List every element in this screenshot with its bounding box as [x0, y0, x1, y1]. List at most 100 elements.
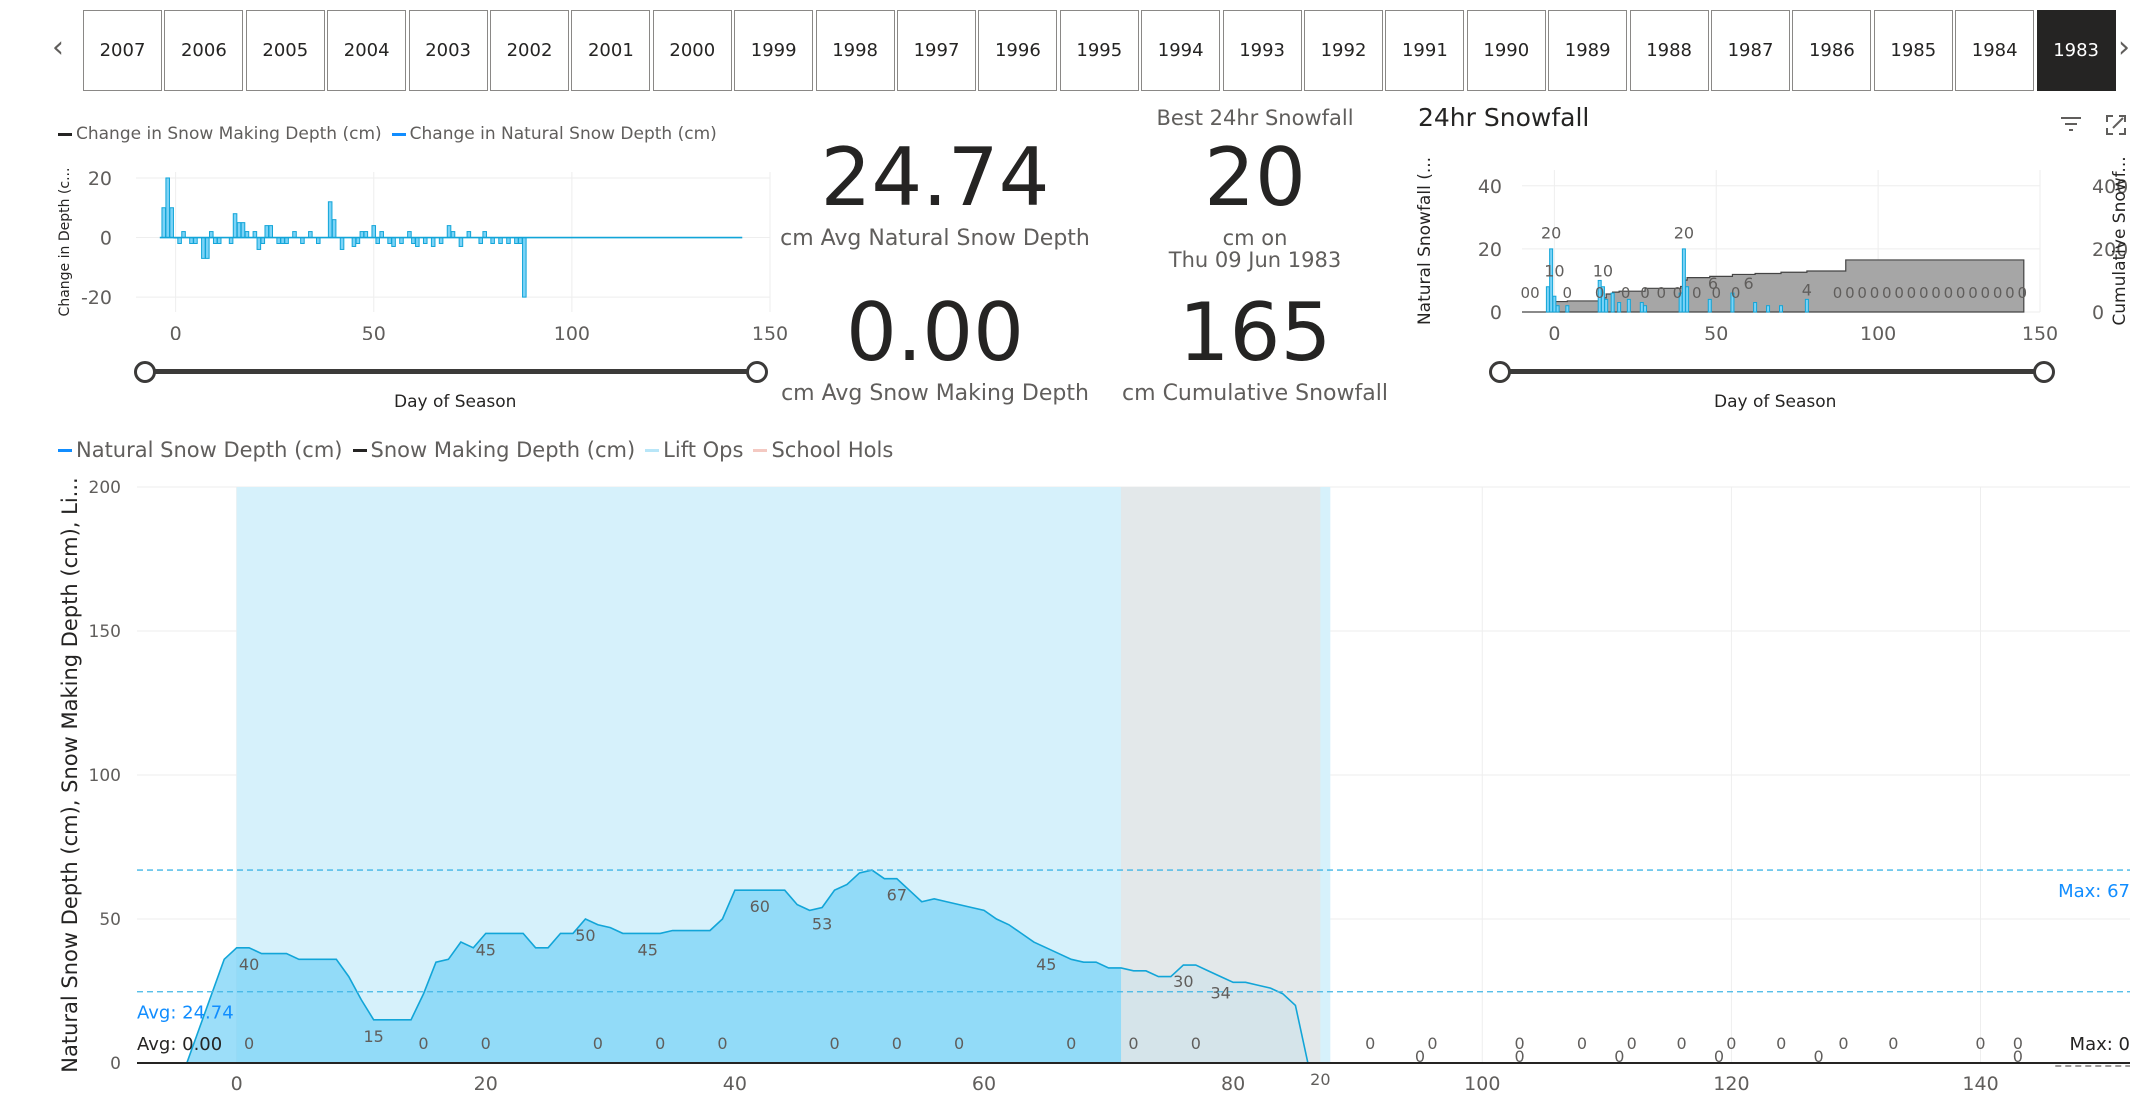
snowfall-day-slider-track — [1500, 369, 2044, 374]
snowfall-day-slider-start-handle[interactable] — [1489, 361, 1511, 383]
snowfall-bar — [1707, 298, 1712, 313]
data-label-zero: 0 — [593, 1034, 603, 1053]
legend-item-snowmaking-depth[interactable]: Snow Making Depth (cm) — [352, 438, 636, 462]
snowfall-zero-label: 0 — [1731, 284, 1741, 302]
snowfall-bar — [1552, 295, 1557, 313]
snowfall-bar — [1681, 248, 1686, 313]
snowfall-day-slider-end-handle[interactable] — [2033, 361, 2055, 383]
change-bar — [201, 237, 206, 259]
change-bar — [209, 231, 214, 239]
change-bar — [292, 231, 297, 239]
change-bar — [327, 201, 333, 239]
year-tile-1996[interactable]: 1996 — [978, 10, 1058, 91]
change-day-slider-start-handle[interactable] — [134, 361, 156, 383]
data-label: 15 — [363, 1027, 383, 1046]
data-label-zero: 0 — [655, 1034, 665, 1053]
change-bar — [331, 219, 337, 239]
data-label-zero: 0 — [1365, 1034, 1375, 1053]
best-24hr-title: Best 24hr Snowfall — [1156, 106, 1354, 130]
main-chart-ylabel: Natural Snow Depth (cm), Snow Making Dep… — [58, 477, 82, 1072]
data-label: 45 — [1036, 955, 1056, 974]
year-tile-1989[interactable]: 1989 — [1548, 10, 1628, 91]
chevron-right-icon[interactable]: › — [2118, 30, 2130, 65]
snowfall-bar — [1685, 286, 1690, 313]
year-tile-2005[interactable]: 2005 — [245, 10, 325, 91]
change-bar — [430, 237, 436, 247]
year-tile-1986[interactable]: 1986 — [1792, 10, 1872, 91]
year-tile-1990[interactable]: 1990 — [1466, 10, 1546, 91]
data-label: 45 — [638, 940, 658, 959]
year-tile-2004[interactable]: 2004 — [327, 10, 407, 91]
snowfall-peak-label: 10 — [1544, 261, 1564, 280]
change-bar — [490, 237, 495, 244]
legend-item-lift-ops[interactable]: Lift Ops — [645, 438, 743, 462]
year-tile-2001[interactable]: 2001 — [571, 10, 651, 91]
change-bar — [169, 207, 174, 239]
snowfall-peak-label: 4 — [1802, 280, 1812, 299]
x-tick-label: 40 — [723, 1073, 747, 1095]
x-tick-label: 80 — [1221, 1073, 1245, 1095]
data-label: 60 — [750, 897, 770, 916]
snowfall-bar — [1604, 298, 1609, 313]
change-bar — [161, 207, 167, 239]
chevron-left-icon[interactable]: ‹ — [52, 30, 64, 65]
year-tile-1995[interactable]: 1995 — [1059, 10, 1139, 91]
year-tile-2003[interactable]: 2003 — [408, 10, 488, 91]
y-tick-label: 150 — [89, 622, 121, 642]
expand-icon[interactable] — [2103, 112, 2129, 138]
x-tick-label: 60 — [972, 1073, 996, 1095]
year-tile-2000[interactable]: 2000 — [652, 10, 732, 91]
x-tick-label: 100 — [554, 323, 590, 340]
data-label: 50 — [575, 926, 595, 945]
legend-item-snowmaking-change[interactable]: Change in Snow Making Depth (cm) — [58, 124, 382, 144]
year-tile-2006[interactable]: 2006 — [164, 10, 244, 91]
avg-snowmaking-depth-label: cm Avg Snow Making Depth — [781, 381, 1089, 406]
legend-item-school-hols[interactable]: School Hols — [753, 438, 893, 462]
best-24hr-unit: cm on — [1222, 226, 1288, 250]
data-label-zero: 0 — [892, 1034, 902, 1053]
change-bar — [359, 231, 365, 239]
change-bar — [514, 237, 519, 244]
data-label-zero: 0 — [717, 1034, 727, 1053]
year-tile-1984[interactable]: 1984 — [1955, 10, 2035, 91]
avg-natural-depth-label: cm Avg Natural Snow Depth — [780, 226, 1090, 251]
data-label-zero: 0 — [829, 1034, 839, 1053]
change-bar — [280, 237, 285, 244]
year-tile-1988[interactable]: 1988 — [1629, 10, 1709, 91]
change-bar — [466, 231, 472, 239]
change-bar — [379, 231, 384, 239]
year-tile-1985[interactable]: 1985 — [1873, 10, 1953, 91]
year-tile-1997[interactable]: 1997 — [897, 10, 976, 91]
change-bar — [268, 225, 274, 239]
change-bar — [482, 231, 487, 239]
snowfall-zero-label: 0 — [1656, 284, 1666, 302]
year-tile-1998[interactable]: 1998 — [815, 10, 895, 91]
snowfall-zero-label: 0 — [1673, 284, 1683, 302]
year-tile-2007[interactable]: 2007 — [83, 10, 162, 91]
year-tile-1983[interactable]: 1983 — [2036, 10, 2116, 91]
x-tick-label: 120 — [1713, 1073, 1749, 1095]
year-tile-1994[interactable]: 1994 — [1141, 10, 1221, 91]
data-label-zero: 0 — [1515, 1034, 1525, 1053]
year-tile-1992[interactable]: 1992 — [1304, 10, 1383, 91]
year-tile-1987[interactable]: 1987 — [1711, 10, 1790, 91]
legend-item-natural-change[interactable]: Change in Natural Snow Depth (cm) — [391, 124, 717, 144]
snowfall-peak-label: 6 — [1708, 274, 1718, 293]
x-tick-label: 0 — [170, 323, 182, 340]
avg-snowmaking-label: Avg: 0.00 — [137, 1034, 222, 1055]
year-tile-1999[interactable]: 1999 — [734, 10, 814, 91]
max-snowmaking-label: Max: 0 — [2070, 1034, 2130, 1055]
snowfall-zero-labels: 0 0 0 0 0 0 0 0 0 0 0 0 0 0 0 0 — [1833, 284, 2027, 302]
year-tile-2002[interactable]: 2002 — [490, 10, 569, 91]
year-tile-1991[interactable]: 1991 — [1385, 10, 1465, 91]
x-tick-label: 50 — [362, 323, 386, 340]
legend-swatch — [645, 448, 660, 452]
year-tile-1993[interactable]: 1993 — [1222, 10, 1302, 91]
legend-label: Snow Making Depth (cm) — [370, 438, 636, 462]
change-bar — [236, 222, 242, 239]
legend-item-natural-depth[interactable]: Natural Snow Depth (cm) — [58, 438, 343, 462]
filter-icon[interactable] — [2058, 112, 2084, 136]
change-day-slider-end-handle[interactable] — [746, 361, 768, 383]
cumulative-snowfall-value: 165 — [1178, 286, 1332, 379]
y-tick-label: 200 — [89, 478, 121, 498]
